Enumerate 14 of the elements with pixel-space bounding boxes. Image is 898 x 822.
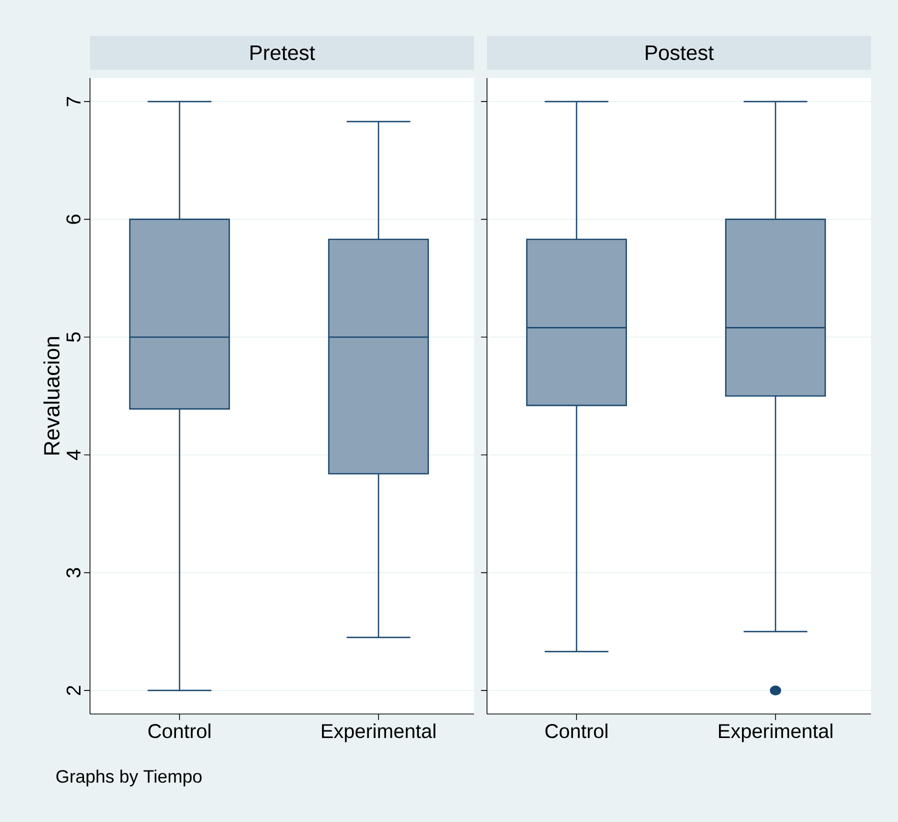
y-tick-label: 5 (66, 332, 80, 342)
y-tick-label: 2 (66, 686, 80, 695)
y-tick-label: 4 (66, 450, 80, 460)
y-tick-label: 7 (66, 97, 80, 106)
y-tick-label: 6 (66, 214, 80, 224)
y-tick-label: 3 (66, 568, 80, 578)
chart-title: Postest (646, 46, 714, 60)
x-tick-label: Experimental (719, 724, 832, 742)
text: Graphs by Tiempo (56, 770, 202, 786)
x-tick-label: Control (545, 724, 608, 738)
x-tick-label: Experimental (322, 724, 436, 742)
chart-title: Pretest (250, 46, 315, 60)
y-axis-title: Revaluacion (43, 337, 60, 455)
x-tick-label: Control (148, 724, 210, 738)
